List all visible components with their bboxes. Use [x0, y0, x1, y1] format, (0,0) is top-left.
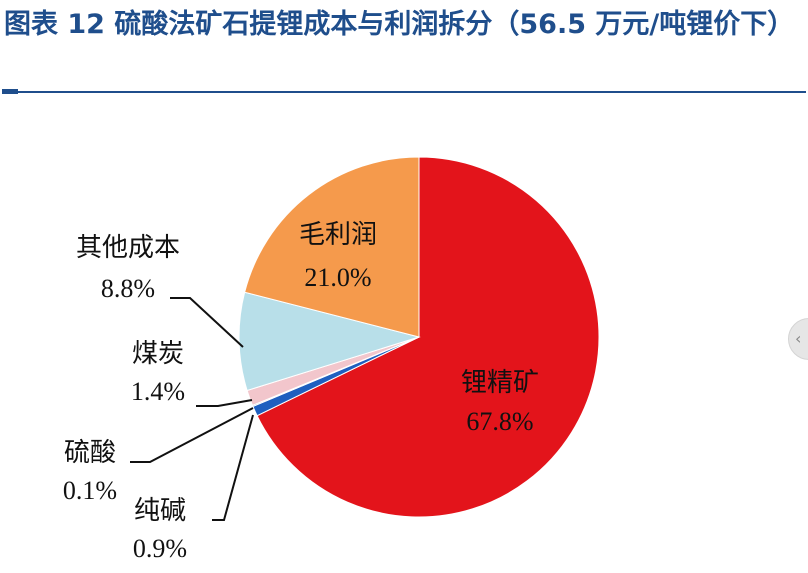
slice-label-2: 硫酸 — [64, 438, 116, 468]
scroll-chevron-icon: ‹ — [795, 329, 802, 348]
slice-value-label-5: 21.0% — [304, 263, 371, 292]
slice-value-label-4: 8.8% — [101, 274, 155, 303]
slice-label-1: 纯碱 — [134, 496, 186, 526]
slice-label-4: 其他成本 — [76, 233, 180, 263]
chart-title: 图表 12 硫酸法矿石提锂成本与利润拆分（56.5 万元/吨锂价下） — [4, 9, 795, 40]
pie-slice-5 — [244, 156, 420, 338]
slice-label-5: 毛利润 — [299, 220, 377, 250]
leader-line-4 — [170, 297, 244, 348]
slice-value-label-2: 0.1% — [63, 476, 117, 505]
slice-label-3: 煤炭 — [132, 339, 184, 369]
pie-slice-4 — [238, 291, 421, 392]
leader-line-2 — [130, 407, 254, 463]
leader-line-1 — [212, 414, 254, 521]
slice-label-0: 锂精矿 — [461, 368, 539, 398]
title-divider — [2, 91, 806, 93]
slice-value-label-0: 67.8% — [466, 407, 533, 436]
title-divider-mark — [2, 89, 18, 94]
pie-slice-0 — [256, 156, 600, 518]
slice-value-label-1: 0.9% — [133, 534, 187, 563]
slice-value-label-3: 1.4% — [131, 377, 185, 406]
leader-line-3 — [196, 399, 253, 407]
